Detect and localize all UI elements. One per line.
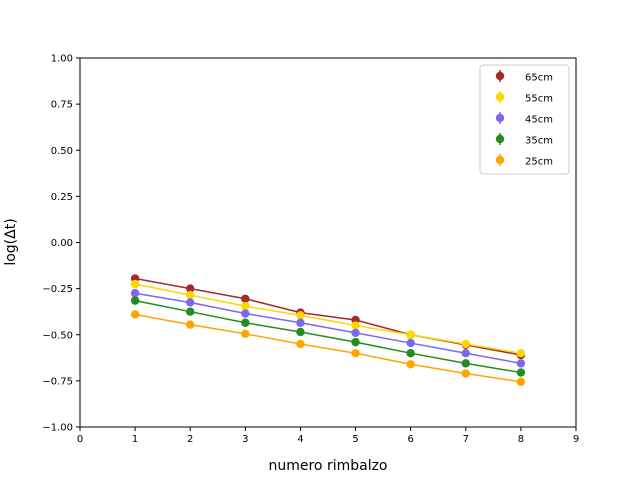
legend-marker-25cm [495,155,505,165]
data-point-65cm [186,284,195,293]
y-tick-label: −0.25 [42,284,73,295]
y-tick-label: 0.00 [51,238,73,249]
x-tick-label: 7 [463,434,469,445]
data-point-55cm [406,330,415,339]
series-points [130,274,526,386]
legend-label-65cm: 65cm [525,73,553,84]
data-point-25cm [296,339,305,349]
x-axis-label: numero rimbalzo [268,458,387,474]
x-tick-label: 5 [352,434,358,445]
legend-label-55cm: 55cm [525,94,553,105]
y-tick-label: 0.25 [51,192,73,203]
legend-box [479,64,570,175]
data-point-35cm [186,307,195,316]
y-tick-label: 0.75 [51,100,73,111]
data-point-55cm [186,290,195,300]
x-tick-label: 9 [573,434,579,445]
x-tick-label: 4 [297,434,303,445]
data-point-25cm [241,329,250,339]
x-tick-label: 1 [132,434,138,445]
series-line-25cm [134,313,522,383]
y-tick-label: 1.00 [51,54,73,65]
data-point-35cm [351,337,360,347]
x-axis-ticks: 0 1 2 3 4 5 6 7 8 9 [77,427,579,445]
data-point-55cm [241,301,250,311]
legend-marker-45cm [495,113,505,123]
data-point-55cm [461,339,470,349]
data-point-35cm [241,318,250,327]
data-point-25cm [461,369,470,378]
data-point-25cm [406,360,415,369]
y-tick-label: −0.75 [42,376,73,387]
x-tick-label: 6 [407,434,413,445]
data-point-35cm [406,349,415,358]
series-lines [134,277,522,383]
y-tick-label: 0.50 [51,146,73,157]
data-point-65cm [241,294,250,303]
y-tick-label: −0.50 [42,330,73,341]
legend-marker-65cm [495,71,505,81]
y-axis-label: log(Δt) [3,218,19,265]
legend: 65cm 55cm 45cm 35cm 25cm [479,64,570,175]
legend-label-45cm: 45cm [525,115,553,126]
series-line-45cm [134,292,522,365]
data-point-55cm [351,321,360,330]
data-point-35cm [516,368,526,377]
data-point-25cm [186,320,195,329]
data-point-55cm [296,311,305,320]
data-point-45cm [130,289,140,298]
legend-label-35cm: 35cm [525,136,553,147]
legend-label-25cm: 25cm [525,157,553,168]
data-point-25cm [516,377,526,386]
series-line-65cm [134,277,522,356]
legend-marker-35cm [495,134,505,144]
data-point-45cm [406,338,415,348]
series-line-55cm [134,283,522,354]
data-point-35cm [130,296,140,305]
data-point-45cm [241,309,250,318]
data-point-45cm [296,318,305,327]
data-point-35cm [461,359,470,368]
data-point-25cm [351,349,360,358]
data-point-25cm [130,310,140,319]
legend-marker-55cm [495,92,505,102]
series-line-35cm [134,299,522,374]
data-point-55cm [130,279,140,289]
x-tick-label: 2 [187,434,193,445]
data-point-35cm [296,327,305,337]
y-axis-ticks: −1.00 −0.75 −0.50 −0.25 0.00 0.25 0.50 0.75 1.00 [42,54,80,434]
data-point-45cm [516,359,526,368]
data-point-45cm [461,349,470,358]
y-tick-label: −1.00 [42,423,73,434]
data-point-55cm [516,349,526,358]
data-point-45cm [351,328,360,338]
data-point-45cm [186,298,195,307]
x-tick-label: 8 [518,434,524,445]
x-tick-label: 0 [77,434,83,445]
x-tick-label: 3 [242,434,248,445]
